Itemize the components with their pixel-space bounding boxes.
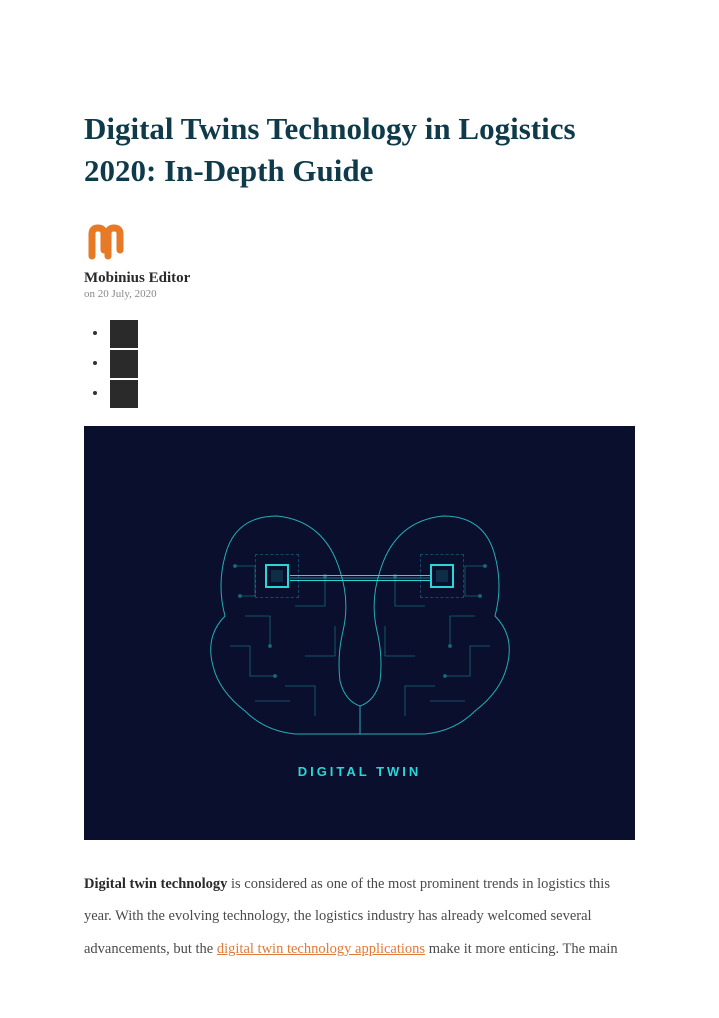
mobinius-logo bbox=[84, 220, 635, 266]
lead-bold: Digital twin technology bbox=[84, 876, 227, 892]
head-left bbox=[195, 506, 360, 736]
body-text-b: make it more enticing. The main bbox=[425, 941, 618, 957]
share-list bbox=[84, 320, 635, 408]
share-item bbox=[108, 350, 635, 378]
share-item bbox=[108, 320, 635, 348]
share-item bbox=[108, 380, 635, 408]
hero-image: DIGITAL TWIN bbox=[84, 426, 635, 840]
circuit-head-icon bbox=[195, 506, 360, 736]
connector-lines bbox=[290, 573, 430, 583]
share-icon[interactable] bbox=[110, 350, 138, 378]
circuit-head-icon bbox=[360, 506, 525, 736]
head-right bbox=[360, 506, 525, 736]
publish-date: on 20 July, 2020 bbox=[84, 288, 635, 300]
share-icon[interactable] bbox=[110, 320, 138, 348]
share-icon[interactable] bbox=[110, 380, 138, 408]
hero-label: DIGITAL TWIN bbox=[298, 764, 422, 779]
article-body: Digital twin technology is considered as… bbox=[84, 868, 635, 966]
inline-link[interactable]: digital twin technology applications bbox=[217, 941, 425, 957]
page-title: Digital Twins Technology in Logistics 20… bbox=[84, 108, 635, 192]
author-name: Mobinius Editor bbox=[84, 270, 635, 287]
